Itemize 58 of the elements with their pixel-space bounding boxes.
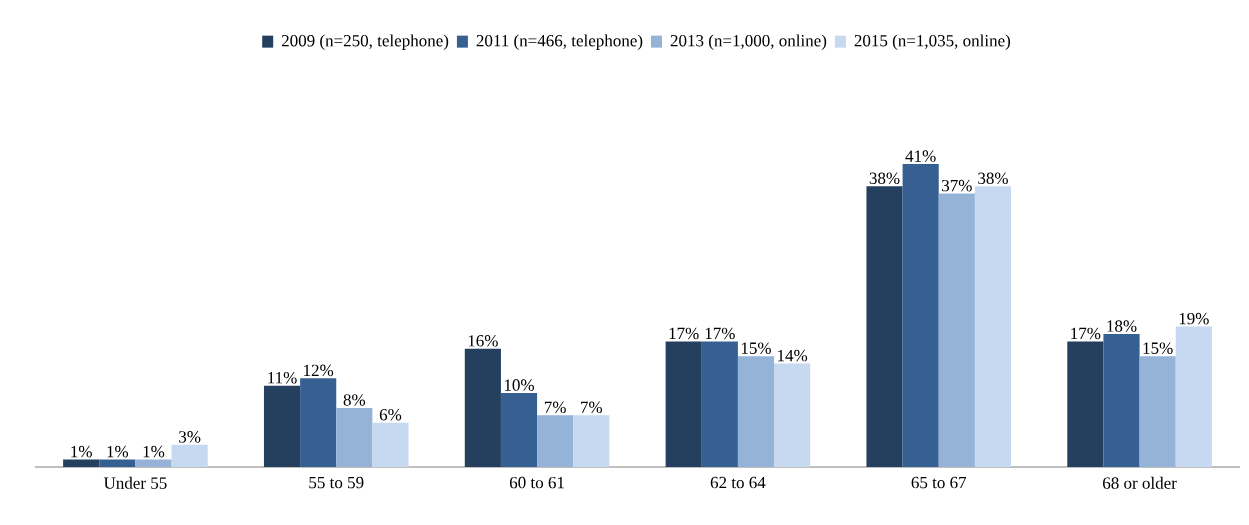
legend-label: 2011 (n=466, telephone)	[476, 34, 643, 50]
bar	[774, 363, 811, 467]
bar	[1175, 326, 1212, 467]
data-label: 14%	[778, 349, 808, 362]
legend-label: 2015 (n=1,035, online)	[854, 34, 1011, 50]
data-label: 7%	[581, 401, 603, 414]
bar	[974, 186, 1012, 467]
bar	[701, 341, 738, 467]
bar	[1103, 334, 1140, 467]
data-label: 11%	[268, 371, 297, 384]
data-label: 17%	[705, 327, 735, 340]
bar	[263, 385, 301, 467]
x-tick-label: 65 to 67	[911, 476, 967, 489]
data-label: 1%	[107, 445, 129, 458]
data-label: 16%	[468, 335, 498, 347]
bar	[573, 415, 610, 467]
legend-label: 2013 (n=1,000, online)	[670, 34, 827, 50]
x-tick-label: Under 55	[103, 476, 167, 489]
x-tick-label: 55 to 59	[309, 476, 364, 489]
data-label: 15%	[741, 342, 771, 354]
data-label: 38%	[869, 172, 900, 185]
data-label: 18%	[1107, 320, 1137, 332]
bar	[537, 415, 574, 467]
bar	[938, 193, 975, 467]
data-label: 10%	[504, 379, 535, 391]
bar	[99, 459, 136, 467]
x-tick-label: 62 to 64	[710, 476, 766, 489]
bar	[300, 378, 337, 467]
data-label: 1%	[143, 445, 165, 458]
data-label: 17%	[669, 327, 699, 340]
x-tick-label: 68 or older	[1103, 476, 1177, 489]
bar	[665, 341, 702, 467]
bar	[1067, 341, 1104, 467]
data-label: 6%	[379, 408, 402, 421]
bar	[63, 459, 100, 467]
bar	[372, 422, 409, 467]
bar	[902, 164, 939, 467]
data-label: 12%	[304, 364, 334, 377]
data-label: 17%	[1071, 327, 1101, 340]
data-label: 37%	[942, 179, 972, 192]
data-label: 19%	[1179, 312, 1209, 325]
bar	[135, 459, 172, 467]
bar	[500, 393, 538, 467]
bar	[171, 444, 208, 467]
bar	[866, 186, 903, 467]
data-label: 7%	[544, 401, 566, 414]
legend-label: 2009 (n=250, telephone)	[281, 34, 449, 50]
bar	[1139, 356, 1176, 467]
data-label: 41%	[905, 150, 936, 162]
x-tick-label: 60 to 61	[509, 476, 564, 489]
data-label: 1%	[71, 445, 92, 458]
bar	[737, 356, 775, 467]
data-label: 38%	[978, 172, 1008, 185]
bar	[336, 407, 373, 467]
data-label: 8%	[343, 394, 366, 406]
bar	[464, 348, 501, 467]
data-label: 3%	[179, 431, 201, 443]
data-label: 15%	[1143, 342, 1173, 354]
